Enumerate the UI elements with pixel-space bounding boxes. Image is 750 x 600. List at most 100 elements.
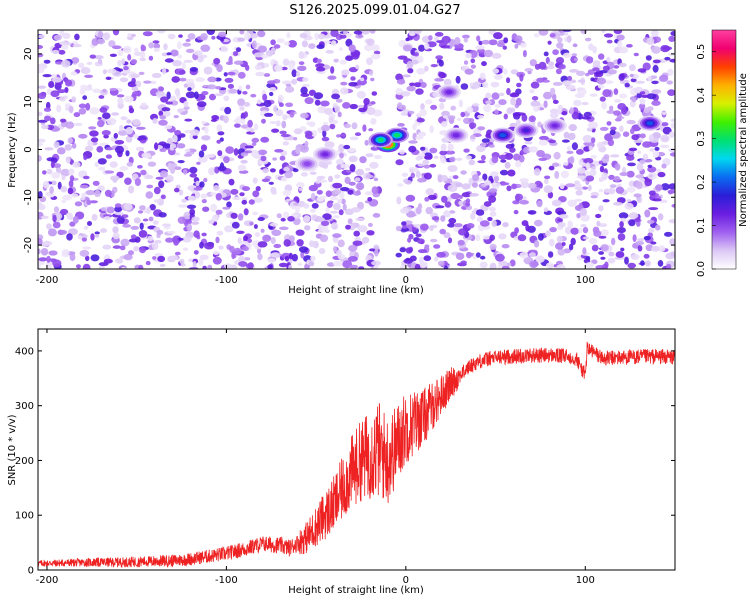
- heatmap-cell: [475, 252, 481, 258]
- heatmap-cell: [423, 172, 432, 180]
- heatmap-cell: [519, 178, 529, 183]
- heatmap-cell: [278, 262, 289, 268]
- heatmap-cell: [245, 64, 250, 71]
- heatmap-cell: [424, 244, 430, 248]
- heatmap-cell: [635, 80, 645, 84]
- heatmap-cell: [171, 163, 178, 168]
- heatmap-cell: [61, 44, 69, 50]
- heatmap-cell: [628, 147, 638, 152]
- heatmap-cell: [80, 84, 88, 90]
- heatmap-cell: [500, 182, 510, 186]
- heatmap-cell: [351, 52, 360, 60]
- heatmap-cell: [585, 175, 595, 182]
- heatmap-cell: [441, 195, 448, 203]
- heatmap-cell: [234, 123, 241, 128]
- heatmap-cell: [606, 56, 611, 63]
- heatmap-cell: [363, 98, 370, 105]
- heatmap-cell: [250, 128, 255, 133]
- heatmap-cell: [124, 177, 132, 185]
- heatmap-cell: [167, 230, 176, 234]
- heatmap-cell: [369, 161, 379, 169]
- heatmap-cell: [116, 94, 125, 98]
- heatmap-cell: [285, 83, 292, 87]
- heatmap-cell: [492, 182, 497, 186]
- heatmap-cell: [660, 45, 670, 53]
- heatmap-cell: [358, 266, 365, 269]
- heatmap-cell: [545, 230, 551, 237]
- heatmap-cell: [310, 214, 318, 221]
- heatmap-cell: [141, 152, 152, 159]
- heatmap-cell: [356, 182, 365, 191]
- heatmap-cell: [156, 229, 164, 235]
- heatmap-cell: [444, 37, 449, 45]
- heatmap-cell: [118, 129, 128, 136]
- heatmap-cell: [577, 79, 586, 83]
- heatmap-cell: [417, 163, 425, 167]
- heatmap-cell: [494, 103, 502, 109]
- heatmap-cell: [324, 161, 333, 165]
- heatmap-cell: [613, 30, 623, 35]
- heatmap-cell: [408, 110, 415, 115]
- heatmap-cell: [343, 144, 351, 150]
- heatmap-cell: [351, 122, 358, 130]
- heatmap-cell: [38, 66, 45, 74]
- heatmap-cell: [76, 264, 81, 269]
- heatmap-cell: [116, 216, 125, 224]
- heatmap-cell: [301, 40, 308, 48]
- y-tick-label: -10: [23, 189, 34, 205]
- heatmap-cell: [669, 238, 675, 246]
- heatmap-cell: [60, 186, 68, 193]
- heatmap-cell: [616, 197, 626, 204]
- heatmap-cell: [371, 260, 381, 266]
- heatmap-cell: [555, 242, 564, 250]
- heatmap-cell: [563, 161, 569, 166]
- heatmap-cell: [349, 103, 359, 110]
- heatmap-cell: [430, 238, 438, 243]
- heatmap-cell: [170, 49, 179, 57]
- heatmap-cell: [292, 217, 301, 226]
- heatmap-cell: [504, 152, 514, 160]
- heatmap-cell: [53, 34, 62, 41]
- heatmap-cell: [589, 93, 598, 97]
- heatmap-cell: [495, 253, 505, 262]
- heatmap-cell: [640, 260, 645, 266]
- heatmap-cell: [345, 55, 354, 61]
- heatmap-cell: [400, 91, 411, 97]
- heatmap-cell: [137, 210, 144, 214]
- heatmap-cell: [604, 188, 610, 193]
- heatmap-cell: [458, 99, 463, 108]
- heatmap-cell: [569, 107, 574, 115]
- heatmap-cell: [330, 196, 339, 201]
- heatmap-cell: [529, 260, 539, 269]
- heatmap-cell: [285, 102, 294, 108]
- heatmap-cell: [616, 183, 622, 188]
- heatmap-cell: [336, 134, 341, 138]
- heatmap-cell: [314, 32, 319, 41]
- heatmap-cell: [483, 180, 492, 186]
- heatmap-cell: [370, 77, 375, 82]
- heatmap-cell: [639, 98, 646, 105]
- x-tick-label: -100: [215, 275, 238, 286]
- heatmap-cell: [661, 163, 667, 169]
- heatmap-cell: [590, 195, 598, 199]
- heatmap-cell: [420, 223, 429, 231]
- heatmap-cell: [69, 175, 75, 182]
- heatmap-cell: [490, 171, 499, 177]
- heatmap-cell: [196, 161, 201, 165]
- heatmap-cell: [405, 247, 413, 254]
- heatmap-cell: [521, 114, 528, 122]
- heatmap-cell: [576, 175, 587, 179]
- heatmap-cell: [272, 157, 277, 161]
- heatmap-cell: [283, 211, 289, 218]
- heatmap-cell: [133, 246, 140, 252]
- heatmap-cell: [238, 261, 248, 267]
- colorbar-gradient: [712, 30, 736, 269]
- heatmap-cell: [192, 134, 198, 140]
- heatmap-cell: [445, 150, 456, 155]
- heatmap-cell: [349, 136, 359, 141]
- heatmap-cell: [549, 33, 556, 38]
- heatmap-cell: [596, 142, 604, 149]
- heatmap-cell: [642, 153, 649, 160]
- heatmap-cell: [502, 222, 509, 228]
- heatmap-cell: [202, 206, 210, 212]
